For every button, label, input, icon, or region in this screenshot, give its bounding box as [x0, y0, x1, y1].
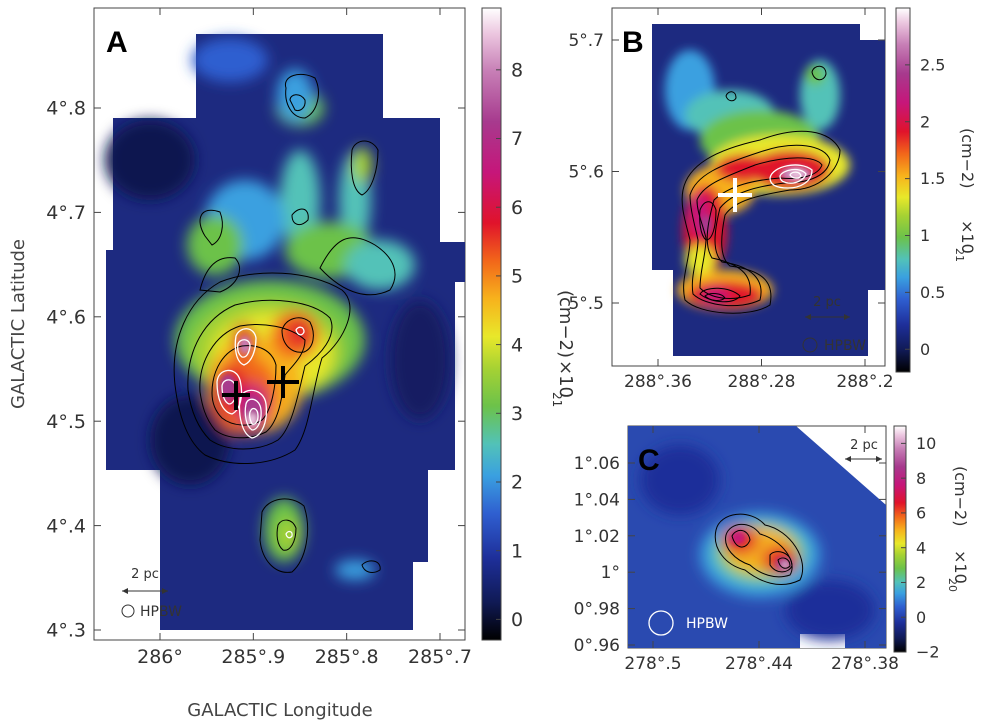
colorbar-tick-label: 5 — [511, 266, 523, 288]
colorbar-c-multiplier: ×10 — [951, 550, 970, 584]
panel-b: B 2 pc HPBW 288°.36 288°.28 288°.2 5°.5 5°.6… — [568, 7, 894, 392]
x-tick-label: 288°.2 — [836, 372, 893, 392]
colorbar-b-bar — [895, 7, 911, 373]
x-tick-label: 285°.8 — [315, 646, 379, 668]
beam-label: HPBW — [824, 338, 866, 354]
y-tick-label: 4°.3 — [46, 620, 86, 642]
x-tick-label: 288°.36 — [624, 372, 692, 392]
panel-a-beam: HPBW — [121, 604, 182, 620]
x-tick-label: 285°.9 — [221, 646, 285, 668]
panel-c-axes: 278°.5 278°.44 278°.38 0°.96 0°.98 1° 1°.02 1°.… — [574, 426, 899, 674]
colorbar-tick-label: 1 — [920, 226, 930, 245]
y-tick-label: 5°.5 — [568, 294, 604, 314]
x-tick-label: 286° — [137, 646, 183, 668]
panel-c-scalebar: 2 pc — [845, 438, 882, 462]
y-tick-label: 1°.06 — [574, 454, 620, 474]
colorbar-b-unit: (cm−2) — [958, 128, 977, 188]
beam-label: HPBW — [140, 604, 182, 620]
y-tick-label: 1°.04 — [574, 490, 620, 510]
scalebar-label: 2 pc — [850, 438, 878, 453]
panel-b-scalebar: 2 pc — [805, 295, 850, 320]
colorbar-tick-label: 8 — [916, 469, 926, 488]
panel-a-markers — [222, 366, 299, 410]
colorbar-tick-label: 2 — [920, 112, 930, 131]
panel-b-white-contours — [769, 164, 813, 189]
colorbar-tick-label: 0 — [511, 609, 523, 631]
colorbar-tick-label: 10 — [916, 434, 936, 453]
panel-b-markers — [718, 178, 752, 212]
y-tick-label: 0°.98 — [574, 600, 620, 620]
y-tick-label: 0°.96 — [574, 636, 620, 656]
panel-b-map — [652, 24, 885, 356]
colorbar-a-multiplier: ×10 — [555, 360, 576, 398]
colorbar-tick-label: 4 — [916, 538, 926, 557]
colorbar-c-exponent: 20 — [946, 578, 959, 592]
y-axis-title: GALACTIC Latitude — [8, 239, 29, 409]
x-tick-label: 278°.5 — [624, 654, 681, 674]
y-tick-label: 4°.4 — [46, 515, 86, 537]
y-tick-label: 4°.6 — [46, 306, 86, 328]
colorbar-c: −2 0 2 4 6 8 10 (cm−2) ×10 20 — [893, 425, 970, 662]
beam-label: HPBW — [686, 616, 728, 632]
colorbar-tick-label: 8 — [511, 59, 523, 81]
panel-b-label: B — [622, 26, 644, 59]
y-tick-label: 4°.7 — [46, 202, 86, 224]
colorbar-tick-label: 6 — [916, 504, 926, 523]
colorbar-tick-label: 0 — [916, 608, 926, 627]
x-tick-label: 285°.7 — [408, 646, 472, 668]
colorbar-tick-label: 7 — [511, 128, 523, 150]
panel-a-map — [105, 34, 465, 630]
x-tick-label: 278°.44 — [725, 654, 793, 674]
beam-circle-icon — [802, 337, 818, 353]
colorbar-b: 0 0.5 1 1.5 2 2.5 (cm−2) ×10 21 — [895, 7, 977, 373]
panel-c-label: C — [638, 444, 660, 477]
colorbar-b-multiplier: ×10 — [958, 220, 977, 254]
colorbar-a-bar — [481, 7, 502, 641]
colorbar-c-bar — [893, 425, 907, 653]
x-axis-title: GALACTIC Longitude — [187, 700, 372, 721]
colorbar-tick-label: 4 — [511, 334, 523, 356]
scalebar-label: 2 pc — [813, 295, 841, 310]
panel-b-axes: 288°.36 288°.28 288°.2 5°.5 5°.6 5°.7 — [568, 8, 894, 392]
colorbar-a-unit: (cm−2) — [555, 290, 576, 358]
y-tick-label: 5°.6 — [568, 162, 604, 182]
colorbar-tick-label: 2 — [916, 573, 926, 592]
colorbar-tick-label: 0.5 — [920, 283, 945, 302]
panel-a-axes: 286° 285°.9 285°.8 285°.7 4°.3 4°.4 4°.5 4°.6 4°… — [46, 8, 472, 668]
colorbar-tick-label: 1 — [511, 540, 523, 562]
colorbar-tick-label: 3 — [511, 403, 523, 425]
panel-a-label: A — [106, 26, 128, 59]
y-tick-label: 4°.5 — [46, 411, 86, 433]
y-tick-label: 4°.8 — [46, 98, 86, 120]
colorbar-tick-label: −2 — [916, 643, 940, 662]
colorbar-tick-label: 1.5 — [920, 169, 945, 188]
colorbar-c-unit: (cm−2) — [951, 466, 970, 526]
beam-circle-icon — [648, 610, 674, 636]
panel-a: A 2 pc HPBW 286° 285°.9 285°.8 285°.7 4°.3 4°… — [46, 7, 472, 668]
panel-c-beam: HPBW — [648, 610, 728, 636]
colorbar-tick-label: 6 — [511, 197, 523, 219]
scalebar-label: 2 pc — [131, 567, 159, 582]
panel-a-scalebar: 2 pc — [122, 567, 168, 594]
y-tick-label: 5°.7 — [568, 31, 604, 51]
y-tick-label: 1°.02 — [574, 527, 620, 547]
panel-a-contours — [173, 73, 396, 573]
panel-c: C 2 pc HPBW 278°.5 278°.44 278°.38 0°.96 0°.… — [574, 425, 899, 674]
panel-b-beam: HPBW — [802, 337, 866, 354]
x-tick-label: 278°.38 — [831, 654, 899, 674]
colorbar-tick-label: 2 — [511, 472, 523, 494]
colorbar-a-exponent: 21 — [550, 392, 564, 407]
panel-c-map — [628, 426, 886, 648]
colorbar-b-exponent: 21 — [953, 248, 966, 262]
panel-b-contours — [681, 65, 841, 314]
colorbar-tick-label: 0 — [920, 340, 930, 359]
x-tick-label: 288°.28 — [728, 372, 796, 392]
colorbar-a: 0 1 2 3 4 5 6 7 8 (cm−2) ×10 21 — [481, 7, 576, 641]
y-tick-label: 1° — [601, 563, 620, 583]
colorbar-tick-label: 2.5 — [920, 55, 945, 74]
beam-circle-icon — [121, 604, 135, 618]
panel-c-contours — [714, 513, 804, 585]
